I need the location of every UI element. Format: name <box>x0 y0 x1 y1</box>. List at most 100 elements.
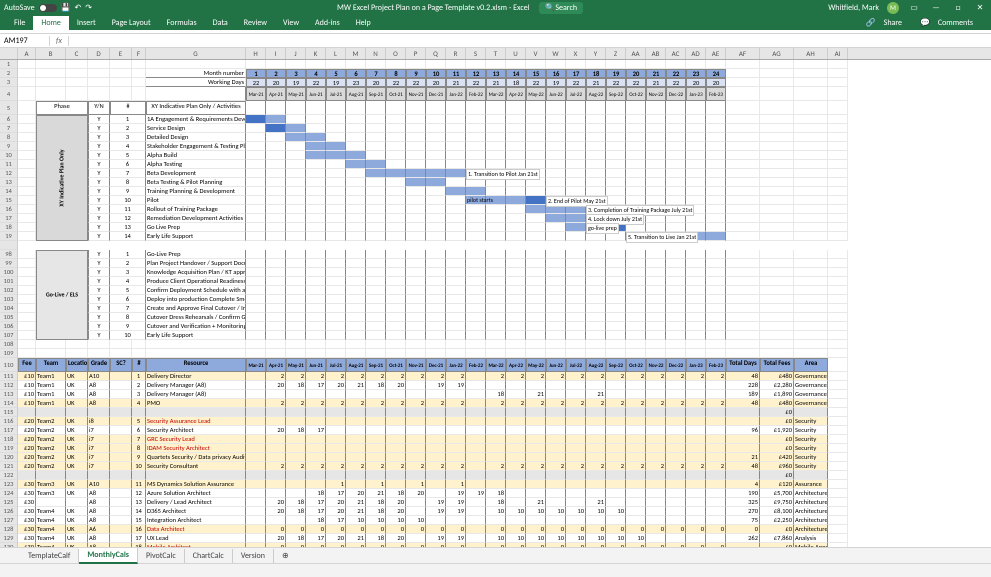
sc-cell[interactable] <box>110 426 132 435</box>
cell[interactable] <box>828 223 848 232</box>
gantt-cell[interactable] <box>366 322 386 331</box>
res-month[interactable]: Jul-22 <box>566 358 586 372</box>
res-val[interactable] <box>306 417 326 426</box>
gantt-cell[interactable] <box>306 286 326 295</box>
res-month[interactable]: Aug-21 <box>346 358 366 372</box>
yn-cell[interactable]: Y <box>88 268 110 277</box>
sc-cell[interactable] <box>110 381 132 390</box>
res-val[interactable] <box>706 390 726 399</box>
cell[interactable] <box>286 408 306 417</box>
res-val[interactable]: 21 <box>526 498 546 507</box>
gantt-cell[interactable] <box>486 259 506 268</box>
cell[interactable] <box>828 525 848 534</box>
resource-name[interactable]: Delivery Manager (A8) <box>146 390 246 399</box>
res-val[interactable]: 0 <box>326 525 346 534</box>
activity-num[interactable]: 2 <box>110 259 146 268</box>
row-header[interactable]: 115 <box>0 408 18 417</box>
res-val[interactable]: 10 <box>486 534 506 543</box>
area-cell[interactable]: Governance <box>794 390 828 399</box>
row-header[interactable]: 108 <box>0 340 18 349</box>
share-button[interactable]: 🔗 Share <box>860 16 914 30</box>
cell[interactable] <box>760 268 794 277</box>
cell[interactable] <box>88 340 110 349</box>
res-val[interactable]: 2 <box>546 372 566 381</box>
cell[interactable] <box>794 101 828 115</box>
res-val[interactable] <box>366 417 386 426</box>
gantt-cell[interactable] <box>406 304 426 313</box>
totalfees-cell[interactable]: £0 <box>760 435 794 444</box>
row-header[interactable] <box>0 241 18 250</box>
gantt-cell[interactable] <box>486 304 506 313</box>
cell[interactable] <box>566 101 586 115</box>
gantt-cell[interactable] <box>646 115 666 124</box>
cell[interactable] <box>546 60 566 69</box>
gantt-cell[interactable] <box>386 205 406 214</box>
cell[interactable] <box>794 151 828 160</box>
col-header[interactable]: AC <box>666 48 686 59</box>
gantt-cell[interactable] <box>246 277 266 286</box>
gantt-cell[interactable] <box>326 250 346 259</box>
gantt-cell[interactable] <box>426 250 446 259</box>
working-days[interactable]: 21 <box>486 78 506 87</box>
res-val[interactable] <box>246 543 266 547</box>
res-val[interactable]: 10 <box>606 507 626 516</box>
cell[interactable] <box>828 313 848 322</box>
col-header[interactable]: AE <box>706 48 726 59</box>
gantt-cell[interactable] <box>646 259 666 268</box>
gantt-cell[interactable] <box>706 331 726 340</box>
gantt-cell[interactable] <box>426 133 446 142</box>
res-val[interactable] <box>606 381 626 390</box>
gantt-cell[interactable] <box>386 223 406 232</box>
cell[interactable] <box>760 304 794 313</box>
grade-cell[interactable]: A8 <box>88 534 110 543</box>
res-val[interactable]: 10 <box>346 516 366 525</box>
cell[interactable] <box>132 349 146 358</box>
cell[interactable] <box>646 60 666 69</box>
resnum-cell[interactable]: 5 <box>132 417 146 426</box>
month-num[interactable]: 21 <box>646 69 666 78</box>
gantt-cell[interactable] <box>506 115 526 124</box>
cell[interactable] <box>18 286 36 295</box>
row-header[interactable]: 14 <box>0 187 18 196</box>
gantt-cell[interactable] <box>506 232 526 241</box>
activity-name[interactable]: Early Life Support <box>146 331 246 340</box>
cell[interactable] <box>828 78 848 87</box>
gantt-cell[interactable] <box>426 223 446 232</box>
cell[interactable] <box>828 480 848 489</box>
resnum-cell[interactable]: 17 <box>132 534 146 543</box>
res-val[interactable]: 0 <box>426 543 446 547</box>
gantt-cell[interactable] <box>666 268 686 277</box>
fx-icon[interactable]: fx <box>50 36 69 46</box>
res-val[interactable] <box>446 435 466 444</box>
working-days[interactable]: 21 <box>446 78 466 87</box>
cell[interactable] <box>546 471 566 480</box>
area-cell[interactable]: Security <box>794 453 828 462</box>
gantt-cell[interactable]: 5. Transition to Live Jan 21st <box>626 232 646 241</box>
gantt-cell[interactable] <box>406 331 426 340</box>
cell[interactable] <box>286 349 306 358</box>
cell[interactable] <box>760 340 794 349</box>
gantt-cell[interactable] <box>486 187 506 196</box>
gantt-cell[interactable] <box>386 331 406 340</box>
gantt-cell[interactable] <box>366 151 386 160</box>
gantt-cell[interactable] <box>306 133 326 142</box>
sheettab-monthlycals[interactable]: MonthlyCals <box>79 548 138 564</box>
cell[interactable] <box>726 187 760 196</box>
res-val[interactable]: 21 <box>346 534 366 543</box>
cell[interactable] <box>110 340 132 349</box>
activity-name[interactable]: Go-Live Prep <box>146 250 246 259</box>
gantt-cell[interactable] <box>406 160 426 169</box>
loc-cell[interactable]: UK <box>66 453 88 462</box>
res-val[interactable]: 0 <box>366 543 386 547</box>
res-month[interactable]: Aug-22 <box>586 358 606 372</box>
gantt-cell[interactable] <box>266 259 286 268</box>
col-header[interactable]: B <box>36 48 66 59</box>
row-header[interactable]: 130 <box>0 543 18 547</box>
res-val[interactable] <box>586 417 606 426</box>
cell[interactable] <box>346 340 366 349</box>
gantt-cell[interactable] <box>666 178 686 187</box>
res-val[interactable]: 20 <box>326 507 346 516</box>
tab-help[interactable]: Help <box>348 16 379 30</box>
gantt-cell[interactable] <box>566 142 586 151</box>
res-val[interactable]: 2 <box>606 372 626 381</box>
